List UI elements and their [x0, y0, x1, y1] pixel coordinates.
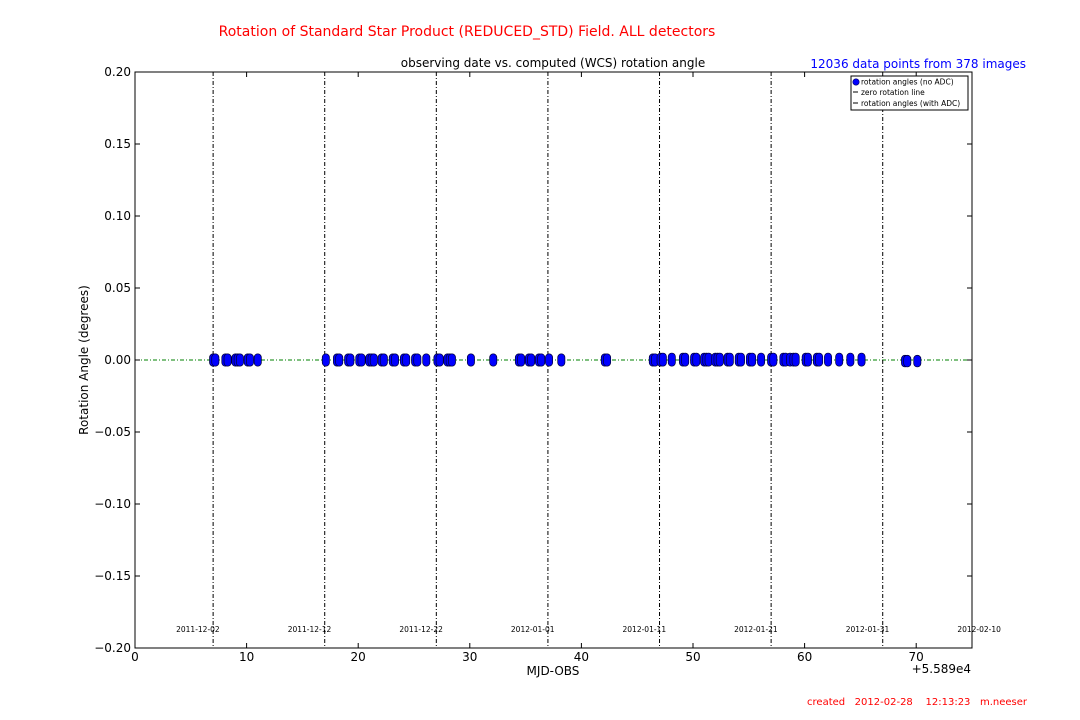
- data-point: [803, 352, 812, 367]
- date-marker-label: 2011-12-12: [288, 625, 332, 634]
- data-point: [692, 352, 701, 367]
- x-tick-label: 20: [351, 650, 366, 664]
- data-point: [435, 353, 444, 367]
- date-marker-label: 2012-01-11: [623, 625, 667, 634]
- x-tick-label: 70: [909, 650, 924, 664]
- x-tick-label: 60: [797, 650, 812, 664]
- legend-entry-with-adc: rotation angles (with ADC): [861, 99, 960, 108]
- data-point: [824, 352, 832, 367]
- data-point: [681, 352, 690, 367]
- data-point: [748, 352, 757, 367]
- chart-title: Rotation of Standard Star Product (REDUC…: [219, 24, 716, 40]
- date-marker-label: 2011-12-22: [399, 625, 443, 634]
- x-tick-label: 10: [239, 650, 254, 664]
- data-point: [413, 353, 422, 367]
- date-marker-label: 2011-12-02: [176, 625, 220, 634]
- x-tick-label: 50: [685, 650, 700, 664]
- plot-area: 2011-12-02 2011-12-12 2011-12-22 2012-01-01…: [94, 65, 1001, 664]
- y-tick-label: −0.05: [94, 425, 131, 439]
- data-point: [715, 352, 724, 367]
- data-point: [235, 353, 244, 367]
- x-offset-label: +5.589e4: [912, 662, 971, 676]
- series-rotation-angles-no-adc-: [209, 352, 922, 368]
- data-point: [704, 352, 713, 367]
- data-point: [253, 353, 262, 367]
- legend-box: [850, 75, 969, 111]
- data-point: [489, 353, 498, 367]
- data-point: [545, 353, 553, 367]
- x-tick-label: 40: [574, 650, 589, 664]
- y-tick-label: −0.15: [94, 569, 131, 583]
- data-point: [369, 353, 378, 367]
- y-axis-label: Rotation Angle (degrees): [77, 285, 91, 435]
- data-point: [737, 352, 745, 367]
- data-point: [245, 353, 254, 367]
- data-point: [658, 352, 667, 367]
- data-point: [846, 352, 855, 367]
- data-point: [422, 353, 431, 367]
- data-point: [447, 353, 456, 367]
- data-point: [211, 353, 220, 367]
- y-tick-label: 0.15: [104, 137, 131, 151]
- y-tick-label: 0.05: [104, 281, 131, 295]
- y-tick-label: −0.10: [94, 497, 131, 511]
- created-stamp: created 2012-02-28 12:13:23 m.neeser: [807, 697, 1028, 708]
- data-point: [603, 353, 612, 367]
- data-point: [357, 353, 366, 367]
- y-tick-label: 0.00: [104, 353, 131, 367]
- data-point: [903, 354, 912, 368]
- data-point: [537, 353, 546, 367]
- date-marker-label: 2012-01-01: [511, 625, 555, 634]
- data-point: [835, 352, 844, 367]
- date-marker-label: 2012-02-10: [957, 625, 1001, 634]
- data-count-label: 12036 data points from 378 images: [810, 57, 1026, 71]
- legend: rotation angles (no ADC) zero rotation l…: [850, 75, 969, 111]
- legend-entry-no-adc: rotation angles (no ADC): [861, 78, 954, 87]
- data-point: [466, 353, 475, 367]
- data-point: [321, 353, 330, 367]
- data-point: [223, 353, 232, 367]
- x-tick-label: 0: [131, 650, 139, 664]
- data-point: [757, 352, 766, 367]
- data-point: [769, 352, 778, 367]
- data-point: [517, 353, 526, 367]
- data-point: [913, 354, 922, 368]
- x-tick-label: 30: [462, 650, 477, 664]
- data-point: [557, 353, 566, 367]
- data-point: [379, 353, 388, 367]
- data-point: [391, 353, 399, 367]
- data-point: [725, 352, 734, 367]
- y-tick-label: 0.20: [104, 65, 131, 79]
- data-point: [857, 352, 866, 367]
- y-tick-label: −0.20: [94, 641, 131, 655]
- data-point: [402, 353, 411, 367]
- date-marker-label: 2012-01-21: [734, 625, 778, 634]
- chart-subtitle: observing date vs. computed (WCS) rotati…: [401, 56, 705, 70]
- y-tick-label: 0.10: [104, 209, 131, 223]
- data-point: [335, 353, 344, 367]
- data-point: [346, 353, 355, 367]
- data-point: [815, 352, 824, 367]
- data-point: [791, 352, 800, 367]
- date-marker-label: 2012-01-31: [846, 625, 890, 634]
- data-point: [667, 352, 676, 367]
- data-point: [527, 353, 536, 367]
- x-axis-label: MJD-OBS: [527, 664, 580, 678]
- legend-marker-no-adc-icon: [852, 78, 860, 86]
- legend-entry-zero-line: zero rotation line: [861, 88, 925, 97]
